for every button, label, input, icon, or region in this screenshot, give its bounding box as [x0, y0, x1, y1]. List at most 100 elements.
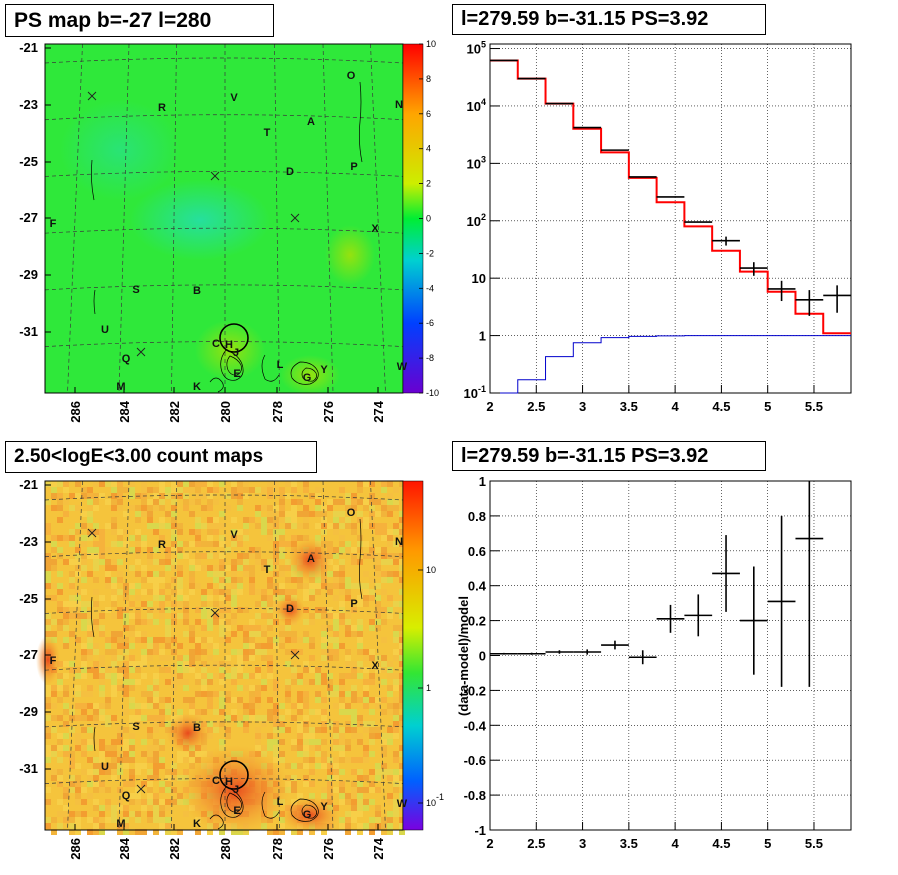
count-map-pixel — [81, 811, 87, 817]
count-map-pixel — [69, 631, 75, 637]
count-map-pixel — [393, 727, 399, 733]
count-map-pixel — [153, 703, 159, 709]
count-map-pixel — [387, 823, 393, 829]
count-map-pixel — [297, 583, 303, 589]
count-map-pixel — [177, 547, 183, 553]
count-map-pixel — [273, 757, 279, 763]
count-map-pixel — [117, 571, 123, 577]
count-map-pixel — [147, 811, 153, 817]
count-map-pixel — [345, 577, 351, 583]
count-map-pixel — [207, 673, 213, 679]
count-map-pixel — [159, 523, 165, 529]
count-map-pixel — [75, 799, 81, 805]
count-map-pixel — [117, 829, 123, 835]
count-map-pixel — [99, 703, 105, 709]
count-map-pixel — [357, 823, 363, 829]
colorbar-tick-label: -10 — [426, 388, 439, 398]
count-map-pixel — [51, 691, 57, 697]
spectrum-y-tick-label: 105 — [467, 40, 486, 57]
count-map-pixel — [45, 697, 51, 703]
count-map-pixel — [363, 727, 369, 733]
count-map-pixel — [195, 655, 201, 661]
count-map-pixel — [207, 493, 213, 499]
count-map-pixel — [237, 529, 243, 535]
count-map-pixel — [171, 505, 177, 511]
count-map-pixel — [261, 745, 267, 751]
count-map-pixel — [111, 745, 117, 751]
count-map-pixel — [123, 589, 129, 595]
count-map-pixel — [129, 679, 135, 685]
count-map-pixel — [45, 787, 51, 793]
count-map-pixel — [279, 589, 285, 595]
count-map-pixel — [165, 553, 171, 559]
count-map-pixel — [75, 829, 81, 835]
count-map-pixel — [213, 541, 219, 547]
count-map-pixel — [75, 667, 81, 673]
count-map-pixel — [213, 691, 219, 697]
count-map-pixel — [45, 685, 51, 691]
count-map-pixel — [345, 625, 351, 631]
count-map-pixel — [165, 607, 171, 613]
count-map-pixel — [129, 781, 135, 787]
count-map-pixel — [255, 733, 261, 739]
count-map-pixel — [273, 679, 279, 685]
count-map-pixel — [219, 595, 225, 601]
count-map-pixel — [129, 751, 135, 757]
count-map-pixel — [303, 505, 309, 511]
count-map-pixel — [357, 535, 363, 541]
count-map-pixel — [201, 625, 207, 631]
count-map-pixel — [357, 775, 363, 781]
map-grid-latitude — [44, 664, 404, 671]
count-map-pixel — [213, 577, 219, 583]
count-map-pixel — [387, 709, 393, 715]
map-source-label: U — [101, 761, 109, 773]
count-map-pixel — [135, 679, 141, 685]
count-map-pixel — [99, 769, 105, 775]
map-y-tick-label: -21 — [19, 40, 38, 55]
count-map-pixel — [339, 517, 345, 523]
count-map-pixel — [267, 625, 273, 631]
count-map-pixel — [207, 697, 213, 703]
count-map-pixel — [243, 571, 249, 577]
count-map-pixel — [381, 499, 387, 505]
count-map-pixel — [135, 811, 141, 817]
count-map-pixel — [153, 583, 159, 589]
count-map-pixel — [123, 619, 129, 625]
count-map-pixel — [165, 547, 171, 553]
count-map-pixel — [345, 583, 351, 589]
count-map-pixel — [255, 649, 261, 655]
count-map-pixel — [387, 691, 393, 697]
count-map-pixel — [207, 505, 213, 511]
count-map-pixel — [255, 691, 261, 697]
count-map-pixel — [261, 601, 267, 607]
count-map-pixel — [243, 535, 249, 541]
count-map-pixel — [141, 487, 147, 493]
count-map-pixel — [63, 487, 69, 493]
count-map-pixel — [117, 493, 123, 499]
count-map-pixel — [99, 757, 105, 763]
count-map-pixel — [51, 829, 57, 835]
count-map-pixel — [345, 703, 351, 709]
count-map-pixel — [315, 589, 321, 595]
count-map-pixel — [225, 715, 231, 721]
count-map-pixel — [351, 523, 357, 529]
colorbar-tick-label: 8 — [426, 74, 431, 84]
map-x-tick-label: 284 — [117, 837, 132, 859]
count-map-pixel — [363, 823, 369, 829]
count-map-pixel — [339, 565, 345, 571]
count-map-pixel — [99, 547, 105, 553]
count-map-pixel — [189, 751, 195, 757]
count-map-pixel — [63, 685, 69, 691]
count-map-pixel — [219, 481, 225, 487]
map-grid-latitude — [44, 171, 404, 177]
count-map-pixel — [333, 619, 339, 625]
count-map-pixel — [87, 691, 93, 697]
count-map-pixel — [369, 829, 375, 835]
count-map-pixel — [153, 673, 159, 679]
count-map-pixel — [381, 619, 387, 625]
count-map-pixel — [141, 565, 147, 571]
count-map-pixel — [369, 823, 375, 829]
count-map-pixel — [363, 805, 369, 811]
count-map-pixel — [105, 481, 111, 487]
